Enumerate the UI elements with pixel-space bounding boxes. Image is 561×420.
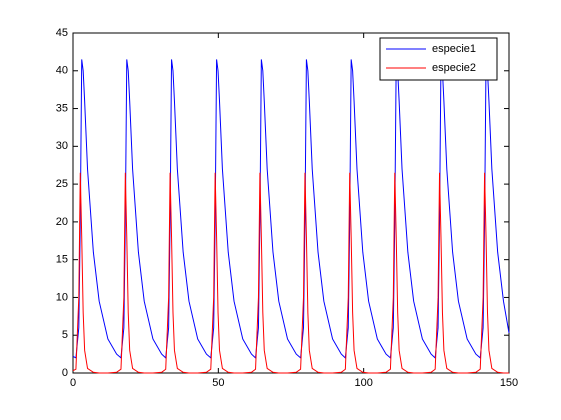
legend-label: especie1 [432,43,476,55]
y-tick-label: 15 [56,254,68,266]
y-tick-label: 5 [62,329,68,341]
y-tick-label: 10 [56,291,68,303]
y-tick-label: 0 [62,367,68,379]
y-tick-label: 25 [56,178,68,190]
y-tick-label: 20 [56,216,68,228]
series-line [72,59,510,359]
plot-area [72,32,510,374]
y-tick-label: 35 [56,102,68,114]
x-tick-label: 100 [354,377,372,389]
y-tick-label: 30 [56,140,68,152]
series-line [72,172,509,374]
y-tick-label: 40 [56,65,68,77]
x-tick-label: 0 [70,377,76,389]
x-tick-label: 150 [500,377,518,389]
legend-box [379,37,498,81]
legend-label: especie2 [432,62,476,74]
x-tick-label: 50 [212,377,224,389]
y-tick-label: 45 [56,27,68,39]
